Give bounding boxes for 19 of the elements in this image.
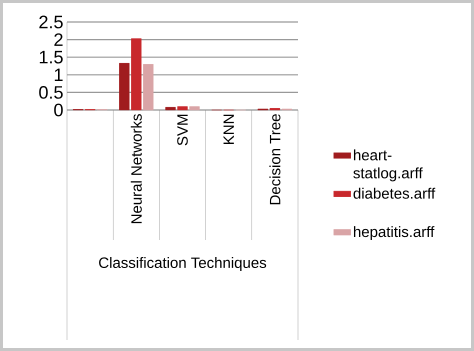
- legend-label: diabetes.arff: [354, 188, 436, 199]
- y-tick-label: 1: [54, 68, 63, 81]
- y-tick-label: 1.5: [40, 50, 63, 64]
- y-tick-label: 2.5: [39, 16, 63, 28]
- bar: [189, 106, 200, 110]
- bar: [165, 106, 176, 110]
- y-tick-label: 2: [54, 33, 63, 46]
- bar: [131, 38, 142, 110]
- x-axis-title: Classification Techniques: [99, 257, 266, 271]
- bar: [177, 106, 188, 110]
- y-tick-label: 0.5: [39, 86, 63, 99]
- x-tick-label: SVM: [177, 114, 188, 146]
- bar: [143, 64, 154, 110]
- x-tick-label: KNN: [224, 114, 234, 144]
- x-tick-label: Decision Tree: [269, 114, 280, 204]
- legend-label: hepatitis.arff: [354, 226, 434, 240]
- bar: [119, 62, 130, 110]
- y-tick-label: 0: [54, 104, 63, 116]
- x-tick-label: Neural Networks: [130, 114, 142, 224]
